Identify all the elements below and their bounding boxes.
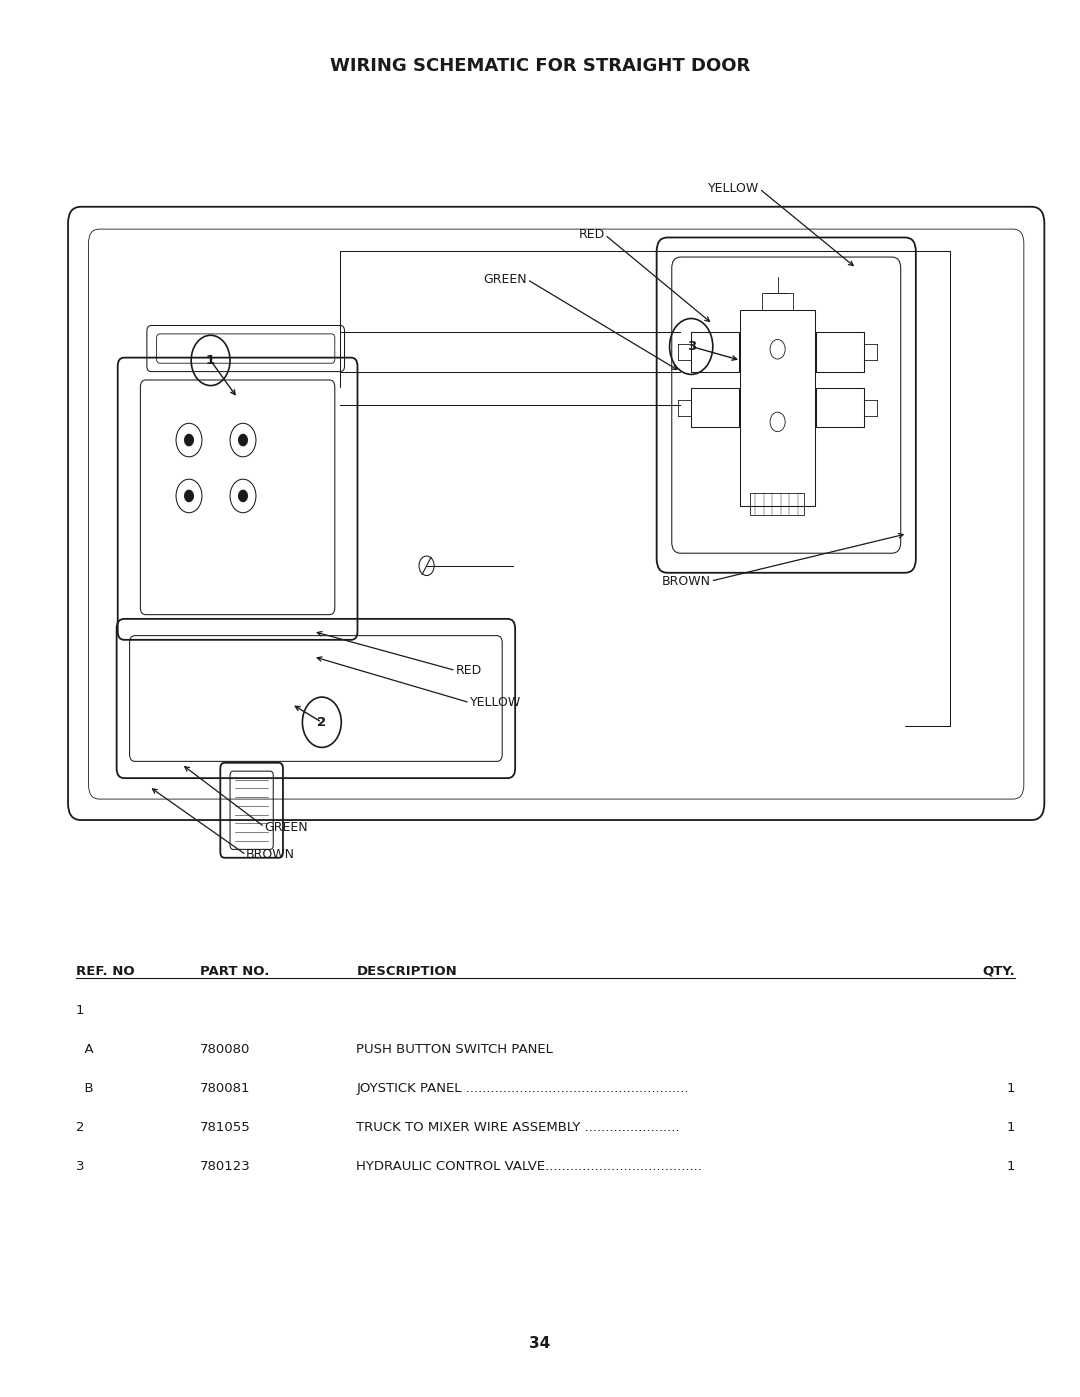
Text: 780081: 780081 xyxy=(200,1083,251,1095)
Text: 1: 1 xyxy=(1007,1161,1015,1173)
Text: RED: RED xyxy=(579,228,605,242)
Text: HYDRAULIC CONTROL VALVE......................................: HYDRAULIC CONTROL VALVE.................… xyxy=(356,1161,702,1173)
Text: 781055: 781055 xyxy=(200,1122,251,1134)
Text: 3: 3 xyxy=(76,1161,84,1173)
Circle shape xyxy=(185,490,193,502)
Text: 3: 3 xyxy=(687,339,696,353)
Text: QTY.: QTY. xyxy=(983,965,1015,978)
Bar xyxy=(750,493,804,515)
Text: RED: RED xyxy=(456,664,482,678)
Text: B: B xyxy=(76,1083,93,1095)
Text: 1: 1 xyxy=(206,353,215,367)
Text: 780080: 780080 xyxy=(200,1044,251,1056)
Text: BROWN: BROWN xyxy=(246,848,295,862)
Bar xyxy=(691,388,739,427)
Text: PART NO.: PART NO. xyxy=(200,965,269,978)
Text: PUSH BUTTON SWITCH PANEL: PUSH BUTTON SWITCH PANEL xyxy=(356,1044,553,1056)
Circle shape xyxy=(239,490,247,502)
Text: BROWN: BROWN xyxy=(662,574,711,588)
Text: 2: 2 xyxy=(76,1122,84,1134)
Text: 1: 1 xyxy=(1007,1083,1015,1095)
Text: DESCRIPTION: DESCRIPTION xyxy=(356,965,457,978)
Text: GREEN: GREEN xyxy=(484,272,527,286)
Bar xyxy=(816,388,864,427)
Text: 780123: 780123 xyxy=(200,1161,251,1173)
Text: YELLOW: YELLOW xyxy=(470,696,521,710)
Text: A: A xyxy=(76,1044,93,1056)
Bar xyxy=(762,293,793,310)
Bar xyxy=(691,332,739,372)
Text: 34: 34 xyxy=(529,1337,551,1351)
Circle shape xyxy=(239,434,247,446)
Text: 1: 1 xyxy=(76,1004,84,1017)
Text: 2: 2 xyxy=(318,715,326,729)
Text: TRUCK TO MIXER WIRE ASSEMBLY .......................: TRUCK TO MIXER WIRE ASSEMBLY ...........… xyxy=(356,1122,680,1134)
Text: GREEN: GREEN xyxy=(265,820,308,834)
Text: 1: 1 xyxy=(1007,1122,1015,1134)
Bar xyxy=(740,310,815,506)
Bar xyxy=(816,332,864,372)
Text: JOYSTICK PANEL ......................................................: JOYSTICK PANEL .........................… xyxy=(356,1083,689,1095)
Text: YELLOW: YELLOW xyxy=(708,182,759,196)
Text: REF. NO: REF. NO xyxy=(76,965,134,978)
Text: WIRING SCHEMATIC FOR STRAIGHT DOOR: WIRING SCHEMATIC FOR STRAIGHT DOOR xyxy=(329,57,751,74)
Circle shape xyxy=(185,434,193,446)
